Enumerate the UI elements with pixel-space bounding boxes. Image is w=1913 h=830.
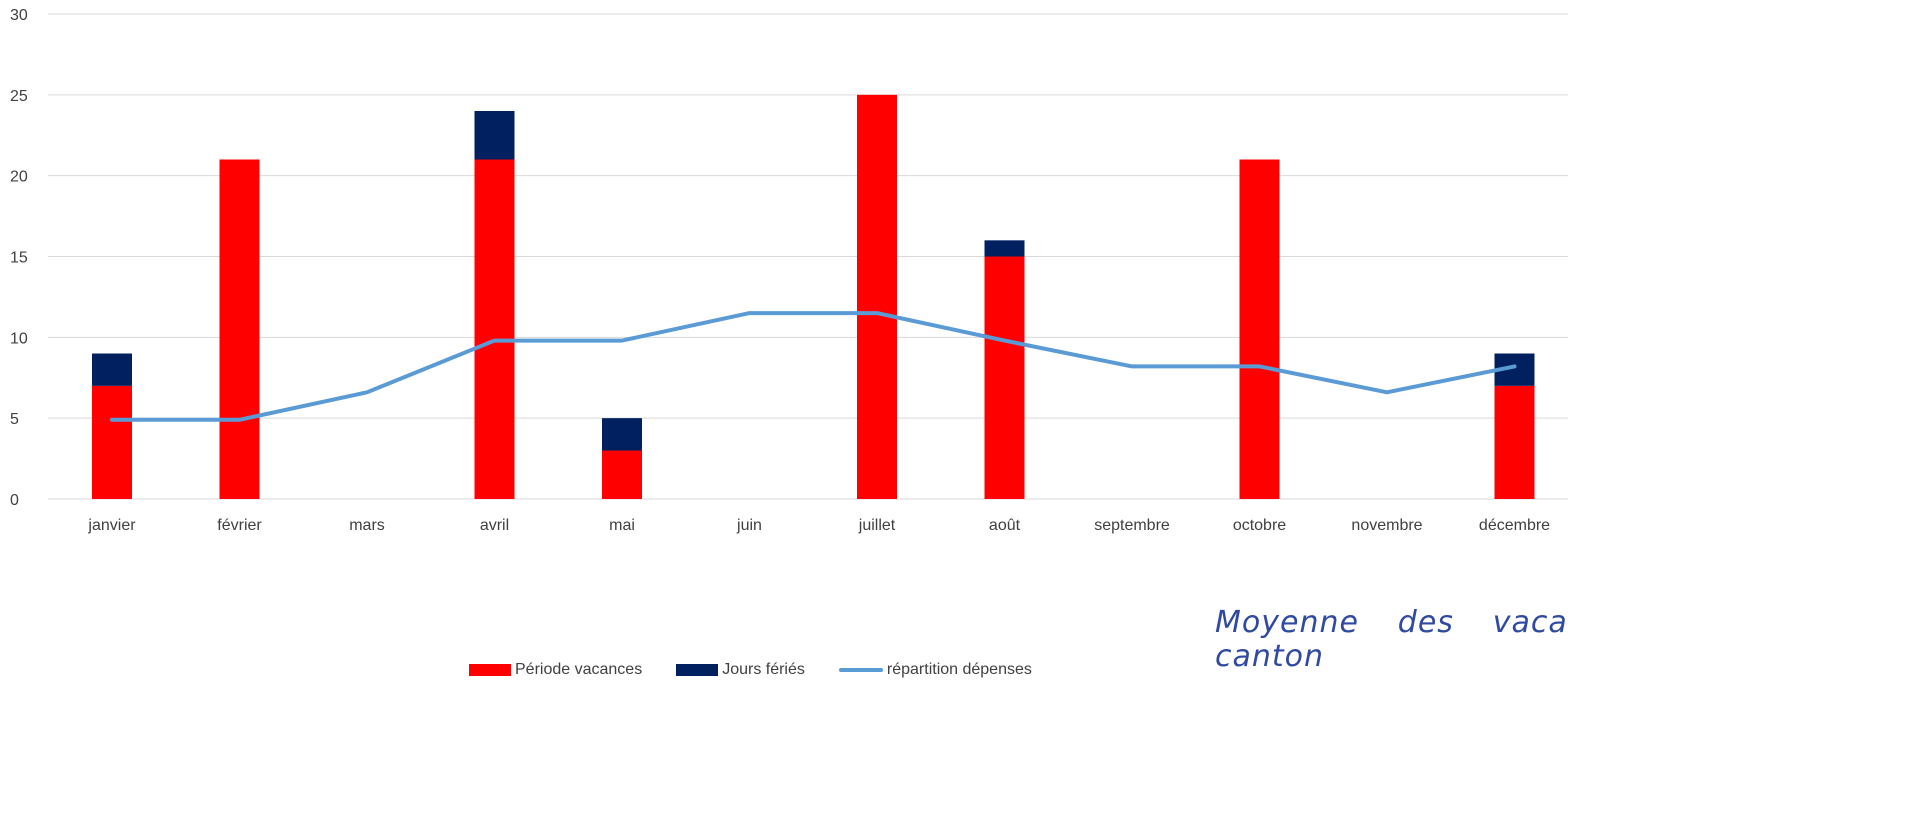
x-tick-label-avril: avril	[480, 517, 509, 534]
legend-swatch-jours-feries	[676, 664, 719, 676]
bar-periode-vacances-juillet	[857, 94, 897, 499]
bar-jours-feries-aout	[984, 240, 1025, 257]
line-repartition-depenses	[110, 311, 1517, 422]
bar-jours-feries-mai	[602, 418, 642, 451]
x-tick-label-septembre: septembre	[1094, 517, 1170, 534]
bar-periode-vacances-octobre	[1239, 159, 1280, 499]
chart-svg: 0 5 10 15 20 25 30 janvier février mars avril mai ju…	[10, 7, 1568, 534]
y-tick-label-30: 30	[10, 7, 28, 24]
y-tick-label-20: 20	[10, 169, 28, 186]
x-tick-label-octobre: octobre	[1233, 517, 1286, 534]
y-tick-label-5: 5	[10, 411, 19, 428]
bar-jours-feries-janvier	[92, 353, 132, 386]
y-tick-label-0: 0	[10, 492, 19, 509]
legend-label-periode-vacances: Période vacances	[515, 661, 643, 678]
bar-periode-vacances-aout	[984, 256, 1025, 499]
legend-item-jours-feries: Jours fériés	[676, 661, 805, 679]
bar-periode-vacances-janvier	[92, 385, 132, 499]
x-tick-label-mars: mars	[349, 517, 385, 534]
x-tick-label-aout: août	[989, 517, 1021, 534]
bar-periode-vacances-mai	[602, 450, 642, 499]
note-text: Moyenne des vacances de chaque canton ay…	[1215, 606, 1568, 674]
x-tick-label-mai: mai	[609, 517, 635, 534]
x-tick-label-janvier: janvier	[87, 517, 136, 534]
y-tick-label-15: 15	[10, 250, 28, 267]
y-tick-label-25: 25	[10, 88, 28, 105]
legend: Période vacances Jours fériés répartitio…	[469, 660, 1066, 680]
bar-jours-feries-avril	[474, 111, 515, 160]
legend-swatch-repartition-depenses	[838, 668, 883, 672]
bar-periode-vacances-decembre	[1494, 385, 1535, 499]
legend-item-repartition-depenses: répartition dépenses	[838, 661, 1032, 679]
bar-periode-vacances-fevrier	[219, 159, 260, 499]
legend-label-jours-feries: Jours fériés	[722, 661, 805, 678]
y-tick-label-10: 10	[10, 330, 28, 347]
x-tick-label-juillet: juillet	[858, 517, 896, 534]
legend-label-repartition-depenses: répartition dépenses	[886, 661, 1032, 678]
chart-area: 0 5 10 15 20 25 30 janvier février mars avril mai ju…	[10, 7, 1568, 680]
x-tick-label-fevrier: février	[217, 517, 262, 534]
x-tick-label-decembre: décembre	[1479, 517, 1550, 534]
legend-item-periode-vacances: Période vacances	[469, 661, 642, 679]
x-tick-label-novembre: novembre	[1351, 517, 1422, 534]
x-tick-label-juin: juin	[736, 517, 762, 534]
legend-swatch-periode-vacances	[469, 664, 511, 676]
bar-periode-vacances-avril	[474, 159, 515, 499]
